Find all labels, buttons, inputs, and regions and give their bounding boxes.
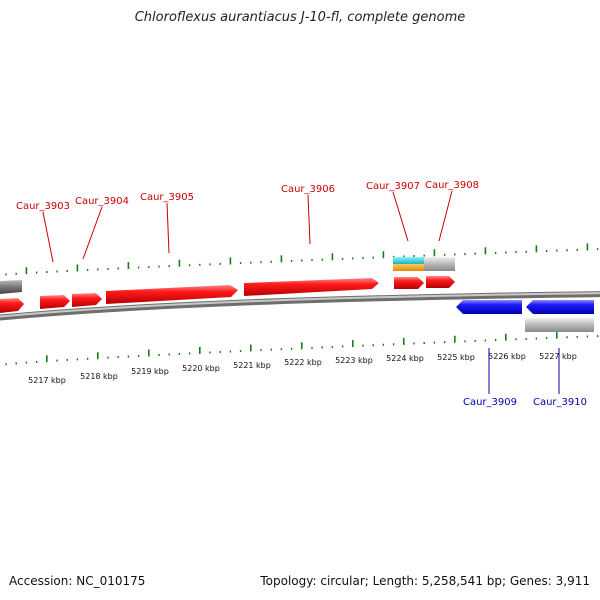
partial-gene-red[interactable] bbox=[0, 298, 24, 313]
feature-track-gray[interactable] bbox=[424, 257, 455, 271]
scale-label: 5217 kbp bbox=[28, 376, 66, 385]
gene-label-caur-3907[interactable]: Caur_3907 bbox=[366, 181, 420, 192]
leader-line-caur-3908 bbox=[438, 190, 453, 242]
inner-tick-row bbox=[5, 331, 599, 366]
leader-line-caur-3904 bbox=[82, 206, 103, 260]
gene-caur-3906-arrow[interactable] bbox=[244, 278, 379, 296]
gene-label-caur-3903[interactable]: Caur_3903 bbox=[16, 201, 70, 212]
scale-label: 5227 kbp bbox=[539, 352, 577, 361]
leader-line-caur-3903 bbox=[42, 211, 54, 263]
gene-caur-3907-arrow[interactable] bbox=[394, 277, 424, 289]
scale-label: 5223 kbp bbox=[335, 356, 373, 365]
partial-feature-gray[interactable] bbox=[0, 280, 22, 294]
genome-summary-text: Topology: circular; Length: 5,258,541 bp… bbox=[260, 574, 590, 588]
feature-track-orange[interactable] bbox=[393, 264, 424, 271]
scale-label: 5221 kbp bbox=[233, 361, 271, 370]
gene-caur-3905-arrow[interactable] bbox=[106, 285, 238, 304]
gene-caur-3904-arrow[interactable] bbox=[72, 293, 102, 307]
leader-line-caur-3907 bbox=[392, 191, 409, 242]
map-title: Chloroflexus aurantiacus J-10-fl, comple… bbox=[134, 10, 466, 25]
gene-label-caur-3909[interactable]: Caur_3909 bbox=[463, 397, 517, 408]
scale-label: 5226 kbp bbox=[488, 352, 526, 361]
feature-track-gray-reverse[interactable] bbox=[525, 318, 594, 332]
scale-labels: 5217 kbp 5218 kbp 5219 kbp 5220 kbp 5221… bbox=[28, 352, 577, 385]
scale-label: 5220 kbp bbox=[182, 364, 220, 373]
gene-caur-3903-arrow[interactable] bbox=[40, 295, 70, 309]
gene-label-caur-3910[interactable]: Caur_3910 bbox=[533, 397, 587, 408]
accession-text: Accession: NC_010175 bbox=[9, 574, 146, 588]
gene-label-caur-3908[interactable]: Caur_3908 bbox=[425, 180, 479, 191]
scale-label: 5225 kbp bbox=[437, 353, 475, 362]
gene-label-caur-3906[interactable]: Caur_3906 bbox=[281, 184, 335, 195]
gene-label-caur-3904[interactable]: Caur_3904 bbox=[75, 196, 129, 207]
scale-label: 5219 kbp bbox=[131, 367, 169, 376]
scale-label: 5224 kbp bbox=[386, 354, 424, 363]
scale-label: 5218 kbp bbox=[80, 372, 118, 381]
leader-line-caur-3906 bbox=[307, 194, 311, 245]
gene-caur-3910-arrow[interactable] bbox=[526, 300, 594, 314]
scale-label: 5222 kbp bbox=[284, 358, 322, 367]
leader-line-caur-3905 bbox=[166, 202, 170, 254]
feature-track-cyan[interactable] bbox=[393, 257, 424, 264]
gene-caur-3909-arrow[interactable] bbox=[456, 300, 522, 314]
gene-caur-3908-arrow[interactable] bbox=[426, 276, 455, 288]
genome-backbone-highlight bbox=[0, 292, 600, 318]
outer-tick-row bbox=[5, 243, 599, 276]
gene-label-caur-3905[interactable]: Caur_3905 bbox=[140, 192, 194, 203]
